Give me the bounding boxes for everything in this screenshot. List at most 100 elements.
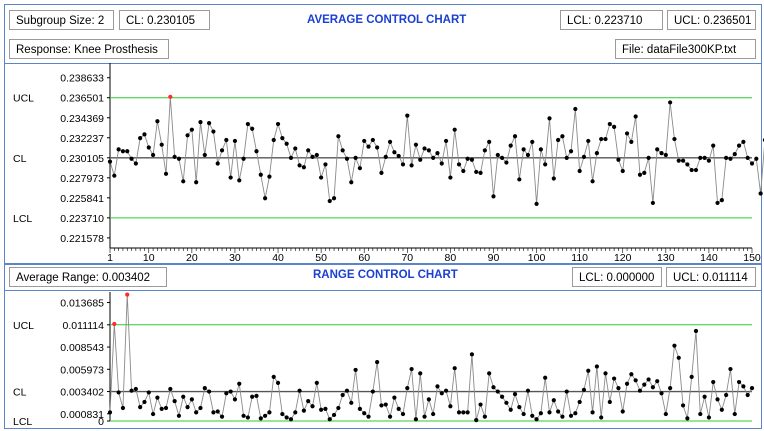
range-data-point (724, 392, 729, 398)
range-data-point (267, 410, 272, 415)
range-data-point (508, 407, 513, 412)
range-data-point (422, 414, 427, 419)
avg-data-point (207, 121, 212, 126)
range-data-point (431, 411, 436, 417)
range-data-point (715, 397, 720, 402)
range-ucl-box: UCL: 0.011114 (666, 267, 756, 287)
avg-data-point (120, 149, 126, 154)
avg-data-point (482, 148, 487, 153)
range-data-point (379, 403, 384, 408)
range-data-point (607, 399, 612, 405)
range-data-point (706, 415, 712, 420)
avg-x-tick-label: 100 (528, 252, 546, 264)
range-data-point (237, 381, 242, 386)
range-data-point (594, 364, 599, 369)
avg-data-point (189, 127, 194, 132)
avg-data-point (228, 175, 233, 180)
avg-data-point (185, 133, 190, 138)
range-data-point (219, 414, 225, 419)
avg-data-point (603, 136, 608, 142)
avg-data-point (405, 113, 410, 118)
range-data-point (409, 366, 414, 372)
range-data-point (362, 411, 367, 416)
avg-data-point (732, 151, 737, 157)
avg-x-tick-label: 110 (571, 252, 588, 264)
avg-data-point (172, 154, 177, 160)
avg-data-point (340, 148, 345, 153)
range-data-point (732, 411, 737, 417)
avg-y-tick-label: 0.227973 (60, 173, 104, 185)
range-data-point (250, 394, 255, 399)
range-data-point (202, 386, 207, 391)
avg-data-point (525, 152, 531, 158)
avg-data-point (642, 170, 647, 175)
range-data-point (745, 392, 750, 398)
avg-data-point (637, 172, 643, 177)
range-data-point (448, 404, 453, 409)
range-data-point (564, 389, 569, 394)
range-data-point (319, 407, 324, 412)
range-y-tick-label: 0.011114 (63, 320, 105, 332)
avg-series-line (109, 96, 764, 204)
range-data-point (693, 328, 699, 334)
avg-data-point (573, 106, 578, 112)
avg-data-point (568, 149, 574, 154)
avg-data-point (288, 155, 294, 160)
range-data-point (590, 410, 595, 415)
range-data-point (198, 405, 203, 411)
avg-data-point (439, 161, 444, 166)
avg-data-point (612, 124, 617, 129)
range-data-point (633, 378, 638, 383)
range-y-tick-label: 0 (98, 416, 104, 428)
range-data-point (491, 385, 496, 390)
range-series-line (109, 294, 753, 421)
avg-data-point (564, 155, 569, 160)
range-data-point (616, 386, 621, 391)
avg-data-point (116, 147, 121, 152)
range-data-point (176, 413, 182, 418)
avg-data-point (202, 152, 207, 158)
avg-data-point (577, 168, 582, 174)
avg-data-point (465, 156, 470, 161)
avg-data-point (319, 175, 324, 180)
avg-data-point (331, 196, 337, 201)
range-data-point (469, 352, 475, 357)
range-data-point (353, 367, 358, 373)
range-y-tick-label: 0.005973 (60, 364, 104, 376)
avg-data-point (418, 157, 423, 162)
range-data-point (120, 405, 126, 411)
range-data-point (150, 411, 156, 417)
average-header-divider (5, 63, 761, 64)
avg-x-tick-label: 150 (743, 252, 761, 264)
avg-data-point (478, 170, 483, 175)
range-data-point (228, 389, 233, 394)
range-data-point (185, 405, 190, 410)
range-data-point (293, 410, 298, 415)
avg-data-point (413, 142, 419, 147)
avg-data-point (245, 121, 250, 127)
avg-data-point (456, 162, 462, 167)
avg-y-tick-label: 0.230105 (60, 153, 104, 165)
avg-data-point (284, 141, 289, 146)
range-data-point (659, 391, 664, 396)
range-data-point (711, 379, 716, 385)
avg-data-point (680, 158, 686, 163)
avg-data-point (620, 168, 625, 174)
range-data-point (245, 415, 250, 420)
avg-data-point (150, 152, 156, 158)
avg-cl-label: CL (13, 153, 27, 165)
avg-data-point (556, 137, 561, 143)
avg-data-point (431, 155, 436, 160)
avg-data-point (267, 174, 272, 179)
avg-data-point (301, 165, 306, 170)
range-data-point (620, 409, 625, 414)
range-data-point (168, 386, 173, 392)
range-y-tick-label: 0.000831 (60, 409, 104, 421)
avg-data-point (198, 120, 203, 125)
avg-data-point (504, 160, 509, 165)
range-data-point (573, 411, 578, 416)
avg-data-point (689, 167, 694, 173)
range-data-point (629, 372, 634, 377)
range-data-point (685, 416, 690, 421)
